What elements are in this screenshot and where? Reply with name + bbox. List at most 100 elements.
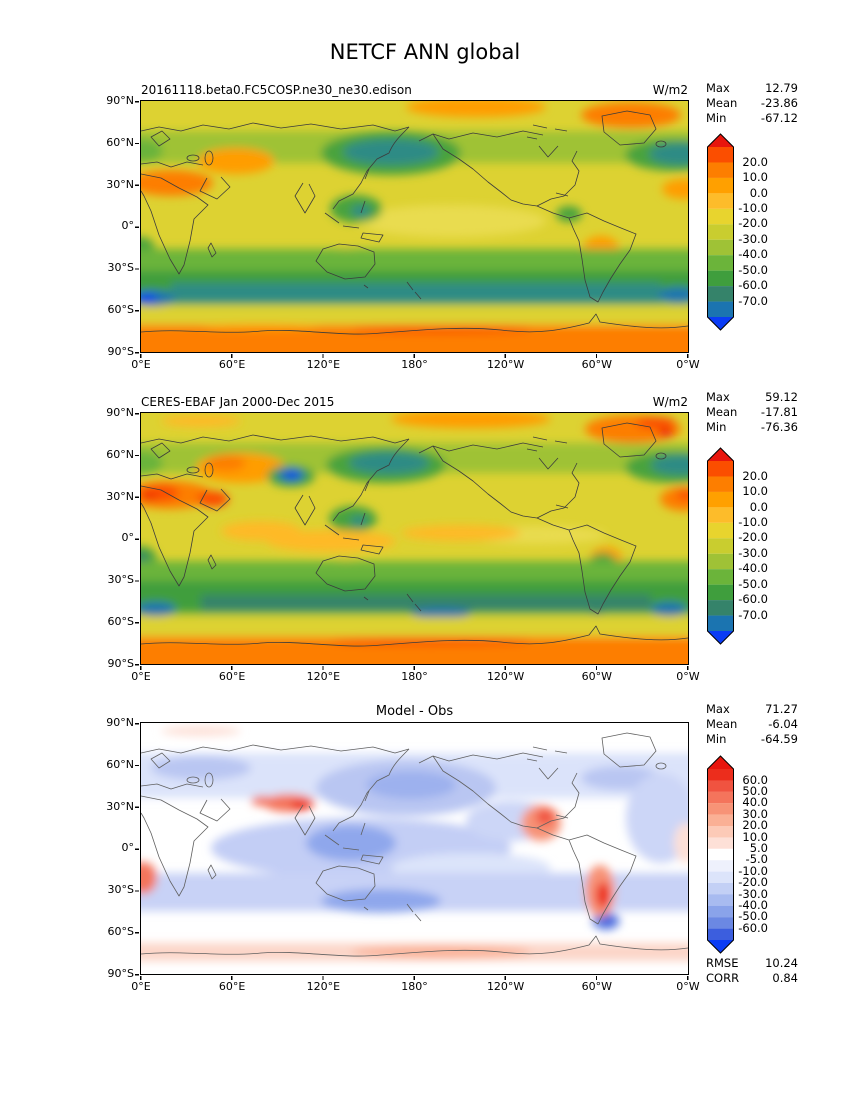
panel2-y-tickmarks: [135, 413, 139, 666]
stat-value: -67.12: [760, 111, 798, 125]
colorbar-band: [707, 860, 734, 872]
stat-label: Max: [706, 702, 730, 716]
stat-row: Max 12.79: [706, 81, 798, 96]
y-tick-label: 0°: [121, 531, 135, 545]
colorbar-band: [707, 848, 734, 861]
y-tick-label: 30°S: [107, 573, 134, 587]
colorbar-tick-label: 20.0: [742, 154, 768, 169]
colorbar-band: [707, 826, 734, 838]
colorbar-arrow-down: [707, 631, 734, 644]
y-tick-label: 60°N: [106, 447, 134, 461]
colorbar-tick-label: -30.0: [738, 231, 768, 246]
colorbar-band: [707, 476, 734, 492]
colorbar-band: [707, 791, 734, 804]
colorbar-band: [707, 224, 734, 240]
panel1-colorbar: [707, 133, 734, 331]
colorbar-band: [707, 780, 734, 792]
colorbar-band: [707, 286, 734, 302]
y-tick-label: 90°S: [107, 966, 134, 980]
colorbar-tick-label: 10.0: [742, 170, 768, 185]
y-tick-label: 90°S: [107, 344, 134, 358]
stat-label: Max: [706, 81, 730, 95]
contour-field: [141, 101, 688, 352]
colorbar-band: [707, 883, 734, 895]
x-tick-label: 60°E: [218, 670, 246, 683]
stat-label: Mean: [706, 717, 738, 731]
colorbar-arrow-up: [707, 448, 734, 461]
x-tick-label: 120°E: [306, 358, 341, 371]
contour-field: [141, 413, 688, 664]
colorbar-tick-label: -60.0: [738, 920, 768, 935]
colorbar-tick-label: -20.0: [738, 875, 768, 890]
colorbar-tick-label: 40.0: [742, 795, 768, 810]
colorbar-band: [707, 507, 734, 523]
colorbar-tick-label: -40.0: [738, 561, 768, 576]
panel1-subtitle: 20161118.beta0.FC5COSP.ne30_ne30.edison: [141, 83, 412, 97]
colorbar-arrow-down: [707, 940, 734, 953]
colorbar-arrow-down: [707, 317, 734, 330]
x-tick-label: 180°: [401, 358, 428, 371]
stat-value: -76.36: [760, 420, 798, 434]
panel3-stats: Max 71.27 Mean -6.04 Min -64.59: [706, 702, 798, 747]
y-tick-label: 0°: [121, 841, 135, 855]
colorbar-band: [707, 193, 734, 209]
y-tick-label: 60°S: [107, 303, 134, 317]
colorbar-tick-label: -70.0: [738, 607, 768, 622]
x-tick-label: 0°E: [131, 358, 151, 371]
colorbar-tick-label: -10.0: [738, 863, 768, 878]
y-tick-label: 30°N: [106, 177, 134, 191]
panel3-colorbar-labels: 60.0 50.0 40.0 30.0 20.0 10.0 5.0 -5.0 -…: [734, 774, 768, 935]
metric-value: 10.24: [765, 956, 798, 970]
colorbar-tick-label: 10.0: [742, 484, 768, 499]
x-tick-label: 60°W: [581, 670, 612, 683]
metric-label: RMSE: [706, 956, 739, 970]
colorbar-arrow-up: [707, 756, 734, 769]
x-tick-label: 0°W: [676, 358, 700, 371]
x-tick-label: 180°: [401, 980, 428, 993]
x-tick-label: 60°W: [581, 980, 612, 993]
colorbar-tick-label: -10.0: [738, 201, 768, 215]
colorbar-band: [707, 871, 734, 884]
x-tick-label: 180°: [401, 670, 428, 683]
colorbar-tick-label: 0.0: [749, 185, 768, 200]
stat-label: Mean: [706, 96, 738, 110]
colorbar-tick-label: -40.0: [738, 897, 768, 912]
panel2-x-axis: 0°E 60°E 120°E 180° 120°W 60°W 0°W: [111, 670, 718, 683]
y-tick-label: 90°N: [106, 716, 134, 729]
y-tick-label: 60°N: [106, 757, 134, 771]
x-tick-label: 120°E: [306, 670, 341, 683]
stat-value: -23.86: [760, 96, 798, 110]
panel1-y-tickmarks: [135, 101, 139, 354]
metric-row: RMSE 10.24: [706, 956, 798, 971]
metric-label: CORR: [706, 971, 740, 985]
colorbar-tick-label: -30.0: [738, 886, 768, 901]
colorbar-tick-label: 20.0: [742, 468, 768, 483]
colorbar-tick-label: -10.0: [738, 515, 768, 529]
colorbar-band: [707, 301, 734, 317]
stat-label: Min: [706, 111, 727, 125]
x-tick-label: 120°E: [306, 980, 341, 993]
panel2-x-tickmarks: [140, 666, 689, 670]
stat-label: Min: [706, 420, 727, 434]
y-tick-label: 90°N: [106, 94, 134, 107]
colorbar-tick-label: -50.0: [738, 262, 768, 277]
colorbar-tick-label: 0.0: [749, 499, 768, 514]
colorbar-band: [707, 491, 734, 508]
stat-value: 71.27: [765, 702, 798, 716]
colorbar-band: [707, 208, 734, 225]
colorbar-band: [707, 522, 734, 539]
panel3-x-axis: 0°E 60°E 120°E 180° 120°W 60°W 0°W: [111, 980, 718, 993]
y-tick-label: 30°S: [107, 261, 134, 275]
map-panel2-obs: [140, 412, 689, 665]
y-tick-label: 30°S: [107, 883, 134, 897]
colorbar-band: [707, 239, 734, 256]
stat-row: Min -76.36: [706, 420, 798, 435]
colorbar-band: [707, 177, 734, 194]
colorbar-arrow-up: [707, 134, 734, 147]
panel3-title: Model - Obs: [375, 704, 454, 719]
panel1-x-axis: 0°E 60°E 120°E 180° 120°W 60°W 0°W: [111, 358, 718, 371]
y-tick-label: 60°S: [107, 925, 134, 939]
colorbar-tick-label: -60.0: [738, 592, 768, 607]
panel3-metrics: RMSE 10.24 CORR 0.84: [706, 956, 798, 986]
panel3-y-tickmarks: [135, 723, 139, 976]
